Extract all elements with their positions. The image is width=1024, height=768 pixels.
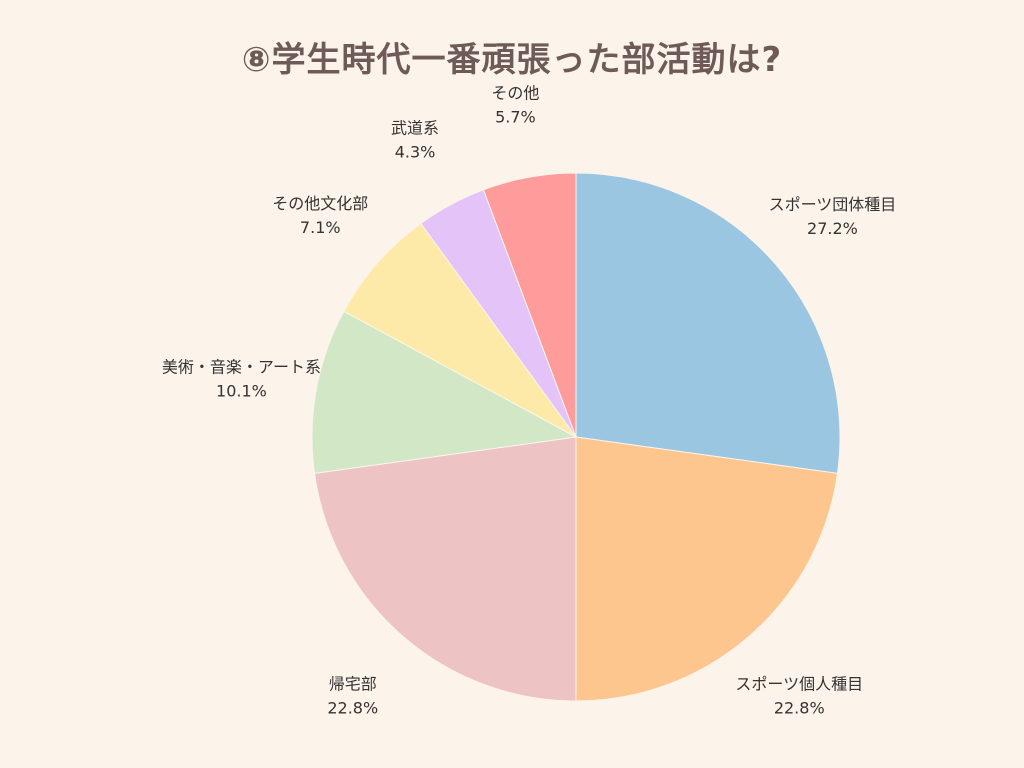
pie-slice-1 <box>575 436 839 702</box>
slice-category-label: 帰宅部 <box>329 674 377 693</box>
pie-labels: スポーツ団体種目 27.2% スポーツ個人種目 22.8% 帰宅部 22.8% 美術・音楽・… <box>162 83 896 717</box>
slice-category-label: スポーツ個人種目 <box>735 674 863 693</box>
pie-slice-3 <box>311 310 578 474</box>
pie-slice-0 <box>575 172 841 474</box>
slice-category-label: スポーツ団体種目 <box>769 195 897 214</box>
slice-value-label: 22.8% <box>774 698 825 717</box>
slice-category-label: その他 <box>491 83 539 102</box>
slice-label-group-1: スポーツ個人種目 22.8% <box>735 674 863 717</box>
slice-value-label: 27.2% <box>807 219 858 238</box>
slice-label-group-6: その他 5.7% <box>491 83 539 126</box>
slice-label-group-5: 武道系 4.3% <box>391 119 439 162</box>
slice-label-group-2: 帰宅部 22.8% <box>327 674 378 717</box>
slice-category-label: 武道系 <box>391 119 439 138</box>
slice-label-group-4: その他文化部 7.1% <box>272 194 368 237</box>
slice-value-label: 5.7% <box>495 107 536 126</box>
slice-value-label: 4.3% <box>395 143 436 162</box>
chart-title: ⑧学生時代一番頑張った部活動は? <box>241 40 783 80</box>
pie-slice-4 <box>343 222 577 438</box>
pie-slice-2 <box>313 436 577 702</box>
slice-value-label: 10.1% <box>216 381 267 400</box>
slice-category-label: その他文化部 <box>272 194 368 213</box>
pie-slices <box>311 172 841 702</box>
slice-label-group-0: スポーツ団体種目 27.2% <box>769 195 897 238</box>
slice-category-label: 美術・音楽・アート系 <box>162 357 321 376</box>
slice-value-label: 7.1% <box>300 218 341 237</box>
pie-slice-6 <box>482 172 577 438</box>
slice-label-group-3: 美術・音楽・アート系 10.1% <box>162 357 321 400</box>
slice-value-label: 22.8% <box>327 698 378 717</box>
